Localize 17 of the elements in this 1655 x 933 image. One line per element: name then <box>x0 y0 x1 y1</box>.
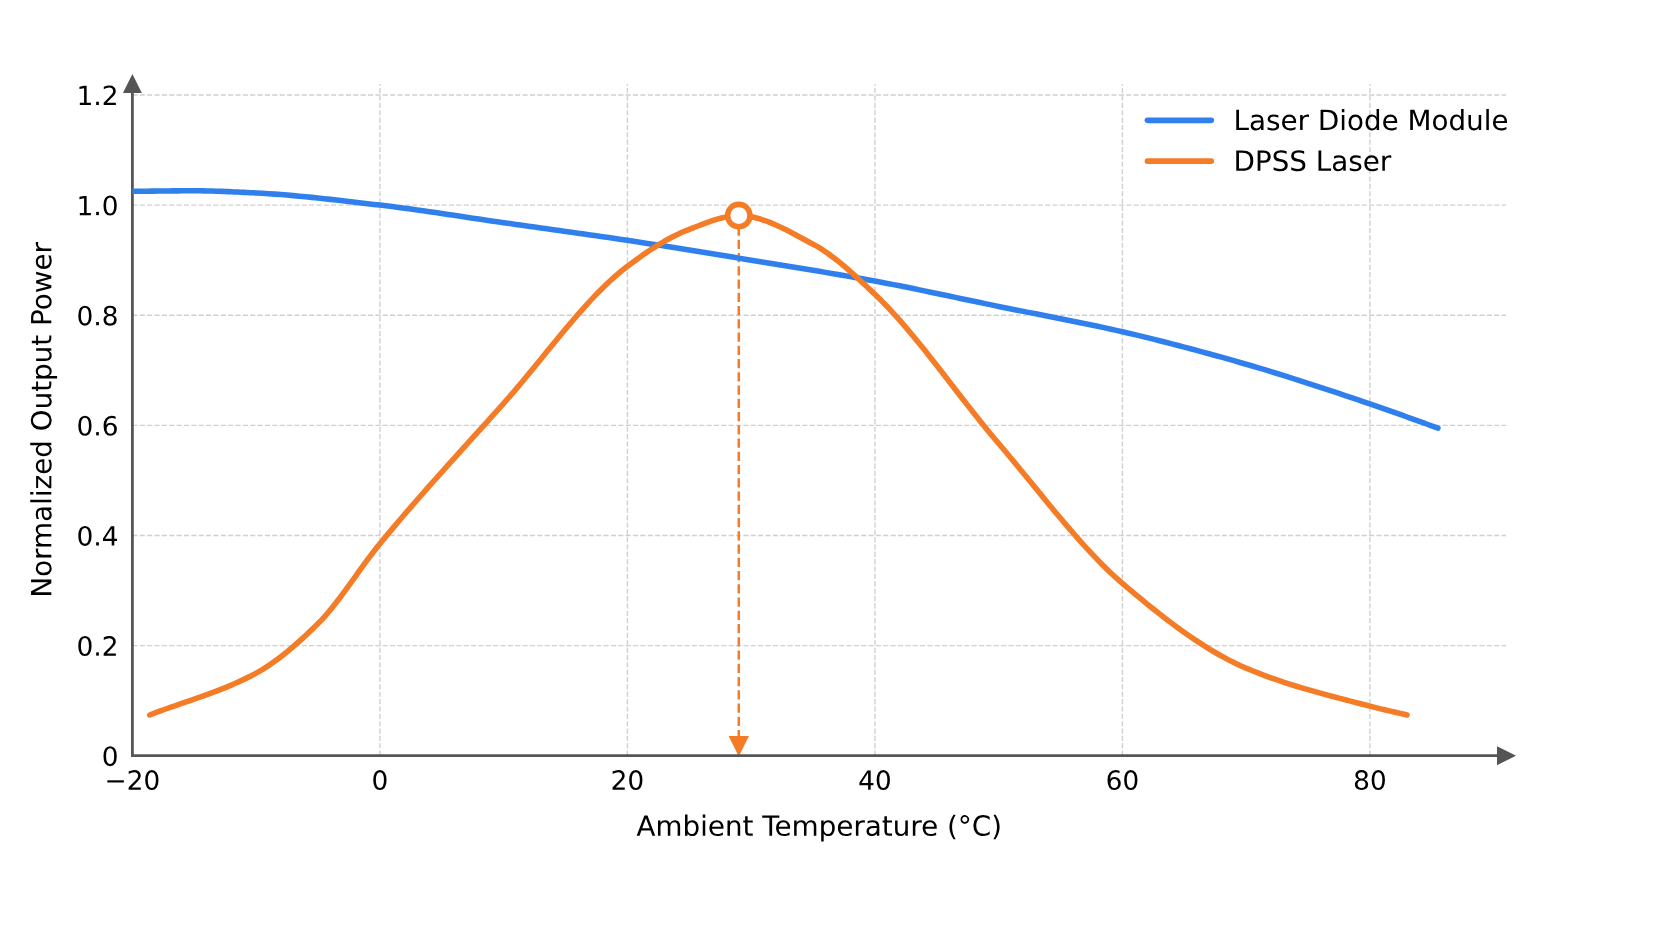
x-tick-label: 60 <box>1107 770 1138 791</box>
y-tick-label: 0.8 <box>78 305 117 326</box>
y-tick-label: 1.0 <box>79 195 117 216</box>
y-axis-title: Normalized Output Power <box>30 242 58 595</box>
legend-label: DPSS Laser <box>1236 150 1392 172</box>
x-tick-label: 0 <box>373 770 387 791</box>
y-tick-label: 0.2 <box>78 636 116 657</box>
x-axis-title: Ambient Temperature (°C) <box>636 814 1000 842</box>
y-tick-label: 0 <box>103 746 117 767</box>
x-tick-label: 80 <box>1354 770 1385 791</box>
legend-label: Laser Diode Module <box>1236 108 1508 131</box>
y-tick-label: 0.6 <box>78 415 117 436</box>
y-tick-label: 0.4 <box>78 525 118 546</box>
x-tick-label: 40 <box>859 770 890 791</box>
x-tick-label: −20 <box>107 770 159 791</box>
x-tick-label: 20 <box>612 770 643 791</box>
y-tick-label: 1.2 <box>79 85 116 106</box>
